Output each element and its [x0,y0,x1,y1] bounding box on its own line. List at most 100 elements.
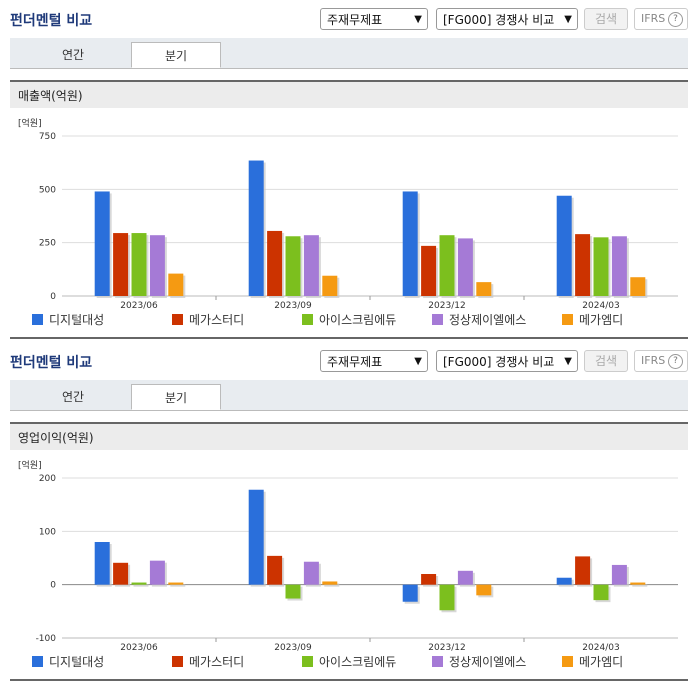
y-tick-label: 0 [50,292,56,302]
legend-swatch [172,314,183,325]
y-tick-label: -100 [36,634,57,644]
legend-item[interactable]: 메가엠디 [562,312,623,328]
bar [593,237,609,296]
divider [10,679,688,681]
panel-title: 펀더멘털 비교 [10,13,93,29]
bar [94,542,110,585]
help-icon[interactable]: ? [668,354,683,369]
statement-type-value: 주재무제표 [327,355,383,369]
legend-swatch [32,314,43,325]
y-tick-label: 750 [39,132,56,142]
x-tick-label: 2023/06 [120,301,158,311]
x-tick-label: 2023/09 [274,301,312,311]
y-tick-label: 250 [39,239,56,249]
legend-swatch [302,314,313,325]
legend-swatch [562,314,573,325]
bar [131,233,147,296]
chevron-down-icon: ▼ [414,14,422,25]
peer-group-select[interactable]: [FG000] 경쟁사 비교 ▼ [436,8,578,30]
y-tick-label: 500 [39,185,56,195]
section-header: 매출액(억원) [10,80,688,108]
bar [113,562,129,585]
legend-item[interactable]: 메가스터디 [172,312,244,328]
ifrs-badge[interactable]: IFRS ? [634,350,688,372]
panel-title: 펀더멘털 비교 [10,355,93,371]
bar [593,584,609,601]
tab-annual[interactable]: 연간 [61,48,85,62]
legend-item[interactable]: 메가스터디 [172,654,244,670]
bar [285,584,301,599]
legend-swatch [432,314,443,325]
bar [556,577,572,585]
chevron-down-icon: ▼ [564,14,572,25]
statement-type-value: 주재무제표 [327,13,383,27]
chart-legend: 디지털대성 메가스터디 아이스크림에듀 정상제이엘에스 메가엠디 [32,312,672,328]
legend-item[interactable]: 메가엠디 [562,654,623,670]
unit-label: [억원] [18,119,42,129]
bar [611,564,627,585]
bar-shadow [324,583,340,587]
x-tick-label: 2023/06 [120,643,158,653]
panel-operating-profit: 펀더멘털 비교 주재무제표 ▼ [FG000] 경쟁사 비교 ▼ 검색 IFRS… [0,342,696,684]
tab-quarterly[interactable]: 분기 [131,384,221,410]
bar [168,582,184,585]
tab-annual[interactable]: 연간 [61,390,85,404]
statement-type-select[interactable]: 주재무제표 ▼ [320,350,428,372]
legend-item[interactable]: 아이스크림에듀 [302,654,396,670]
panel-revenue: 펀더멘털 비교 주재무제표 ▼ [FG000] 경쟁사 비교 ▼ 검색 IFRS… [10,8,688,339]
legend-item[interactable]: 정상제이엘에스 [432,654,526,670]
bar [113,233,129,296]
legend-item[interactable]: 디지털대성 [32,312,104,328]
bar [575,234,591,296]
legend-label: 메가스터디 [189,655,245,669]
bar [248,489,264,585]
legend-swatch [302,656,313,667]
legend-swatch [32,656,43,667]
legend-swatch [562,656,573,667]
revenue-chart-svg: 0 250 500 750 2023/06 2023/09 2023/12 2024/03 [39,132,678,311]
bar [322,275,338,296]
tab-quarterly[interactable]: 분기 [131,42,221,68]
bar [421,574,437,585]
bar [248,160,264,296]
bar [168,273,184,296]
bar [303,235,319,296]
bar [94,191,110,296]
bar [439,235,455,296]
x-tick-label: 2024/03 [582,301,619,311]
bar [476,282,492,296]
legend-swatch [172,656,183,667]
peer-group-select[interactable]: [FG000] 경쟁사 비교 ▼ [436,350,578,372]
x-tick-label: 2023/12 [428,643,465,653]
bar [402,191,418,296]
legend-item[interactable]: 정상제이엘에스 [432,312,526,328]
bar [630,582,646,585]
bar [402,584,418,602]
bar [439,584,455,611]
ifrs-badge[interactable]: IFRS ? [634,8,688,30]
legend-label: 메가엠디 [579,655,624,669]
chart-legend: 디지털대성 메가스터디 아이스크림에듀 정상제이엘에스 메가엠디 [32,654,672,670]
bar [303,561,319,585]
legend-label: 메가스터디 [189,313,245,327]
statement-type-select[interactable]: 주재무제표 ▼ [320,8,428,30]
search-button[interactable]: 검색 [584,8,628,30]
help-icon[interactable]: ? [668,12,683,27]
bar [421,245,437,296]
x-tick-label: 2024/03 [582,643,619,653]
x-tick-label: 2023/09 [274,643,312,653]
bar [630,277,646,296]
operating-profit-chart-svg: -100 0 100 200 2023/06 2023/09 2023/12 2024/03 [36,474,678,653]
legend-label: 디지털대성 [49,313,105,327]
legend-item[interactable]: 디지털대성 [32,654,104,670]
chevron-down-icon: ▼ [564,356,572,367]
bar-shadow [133,584,149,587]
legend-label: 정상제이엘에스 [449,313,527,327]
search-button[interactable]: 검색 [584,350,628,372]
revenue-chart: [억원] 0 250 500 750 2023/06 2023/09 2023/12 2024… [10,112,688,337]
x-tick-label: 2023/12 [428,301,465,311]
legend-item[interactable]: 아이스크림에듀 [302,312,396,328]
bar-shadow [632,584,648,587]
bar [285,236,301,296]
section-header: 영업이익(억원) [10,422,688,450]
